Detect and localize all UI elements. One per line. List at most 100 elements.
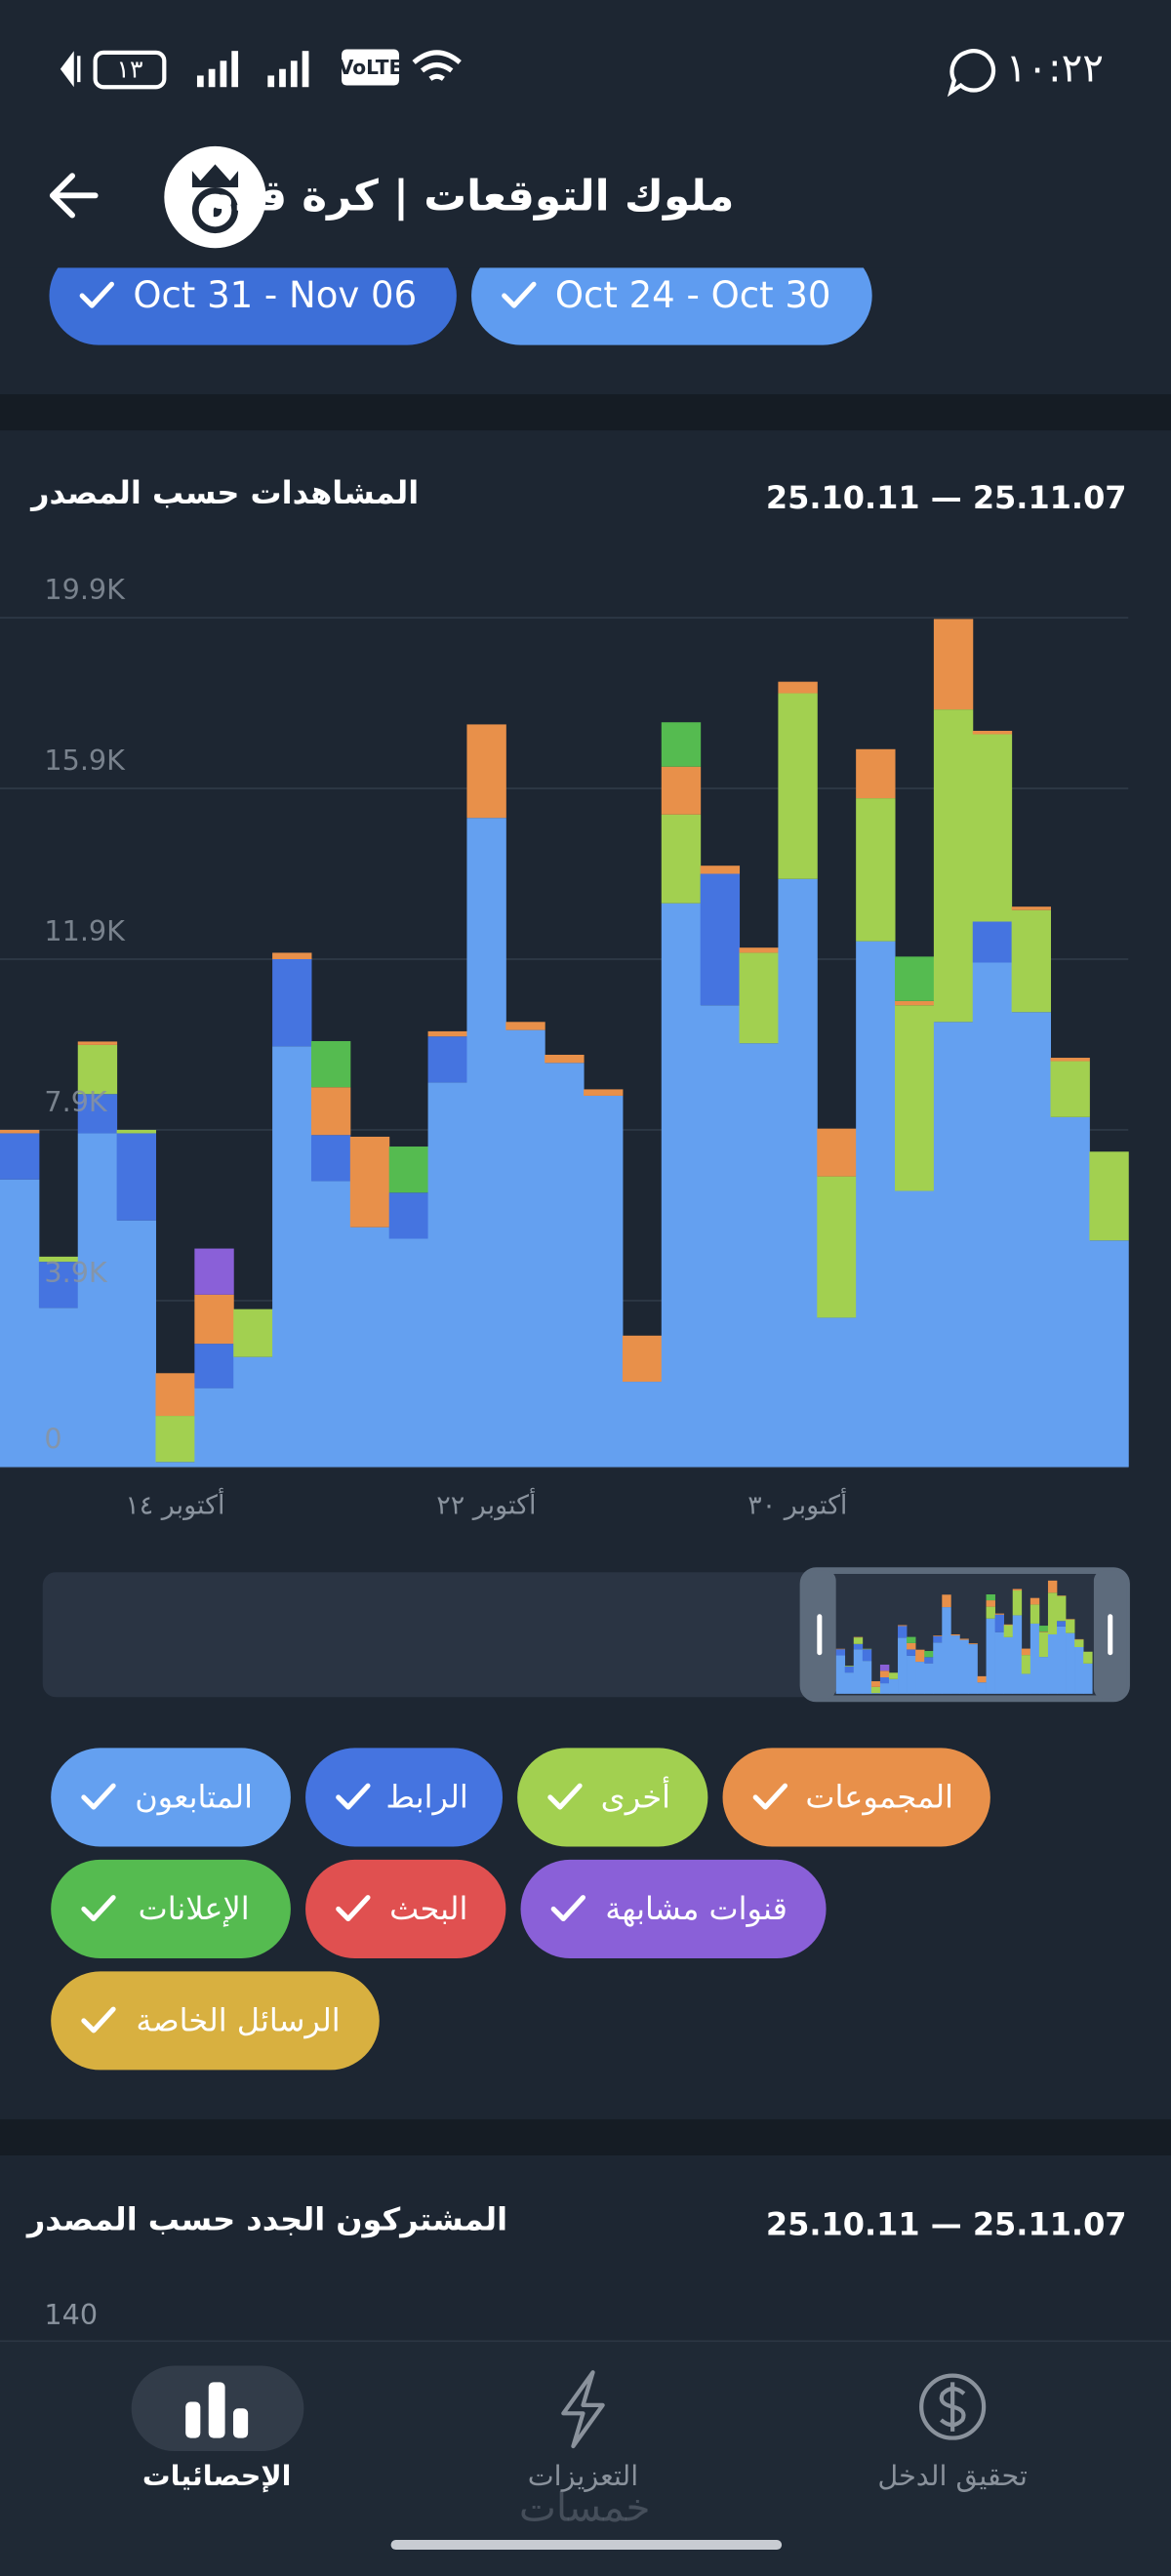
legend-chip[interactable] — [51, 1859, 291, 1958]
bar-segment — [661, 766, 702, 815]
back-button[interactable] — [49, 173, 99, 219]
bar-segment — [739, 1043, 779, 1468]
channel-avatar[interactable] — [164, 145, 266, 249]
date-chip[interactable] — [471, 246, 872, 345]
overview-segment — [1038, 1631, 1049, 1632]
overview-segment — [1021, 1673, 1031, 1694]
overview-segment — [898, 1637, 908, 1694]
bar-segment — [933, 709, 974, 1023]
overview-segment — [994, 1631, 1005, 1694]
bar-segment — [0, 1179, 40, 1468]
bar-segment — [38, 1262, 79, 1308]
overview-segment — [915, 1662, 925, 1694]
overview-slider[interactable] — [42, 1567, 1130, 1703]
y-tick-label: 7.9K — [44, 1085, 107, 1118]
bar-segment — [1011, 1012, 1052, 1468]
nav-icon — [208, 2382, 225, 2438]
overview-segment — [907, 1636, 916, 1643]
overview-segment — [1012, 1590, 1023, 1616]
overview-segment — [924, 1663, 934, 1694]
overview-segment — [1083, 1663, 1093, 1694]
overview-segment — [924, 1657, 934, 1664]
bar-segment — [700, 865, 741, 874]
bar-segment — [194, 1294, 234, 1345]
bar-segment — [272, 1046, 312, 1468]
bar-segment — [856, 798, 896, 942]
watermark: خمسات — [519, 2484, 651, 2531]
bar-segment — [427, 1036, 467, 1083]
legend-chip[interactable] — [517, 1748, 708, 1847]
overview-segment — [968, 1644, 978, 1694]
bar-segment — [38, 1256, 79, 1263]
bar-segment — [739, 952, 779, 1044]
overview-segment — [986, 1593, 995, 1601]
legend-chip[interactable] — [51, 1971, 380, 2071]
check-icon — [81, 1895, 116, 1922]
bar-segment — [933, 1022, 974, 1468]
overview-segment — [950, 1633, 960, 1636]
overview-segment — [986, 1606, 995, 1619]
bar-segment — [155, 1373, 195, 1417]
nav-label[interactable]: تحقيق الدخل — [877, 2459, 1028, 2492]
overview-segment — [853, 1637, 864, 1644]
nav-label[interactable]: الإحصائيات — [142, 2459, 292, 2492]
nav-icon — [561, 2370, 605, 2449]
separator — [0, 2118, 1171, 2155]
bar-segment — [1050, 1058, 1090, 1062]
bar-segment — [1011, 906, 1052, 910]
bar-segment — [466, 724, 506, 819]
overview-segment — [1047, 1633, 1058, 1694]
check-icon — [336, 1895, 371, 1922]
check-icon — [502, 281, 537, 308]
bar-segment — [700, 873, 741, 1006]
nav-label[interactable]: التعزيزات — [528, 2459, 638, 2492]
date-chip[interactable] — [49, 246, 457, 345]
bar-segment — [622, 1382, 663, 1468]
legend-chip[interactable] — [722, 1748, 990, 1847]
bar-segment — [427, 1030, 467, 1037]
overview-segment — [844, 1672, 855, 1694]
wifi-icon — [412, 50, 462, 81]
bar-segment — [77, 1044, 118, 1095]
bar-segment — [933, 619, 974, 710]
overview-segment — [907, 1642, 916, 1650]
bar-segment — [155, 1462, 195, 1468]
overview-segment — [1003, 1624, 1014, 1626]
overview-segment — [879, 1670, 890, 1677]
date-chip-label: Oct 31 - Nov 06 — [133, 274, 417, 316]
date-range: 25.10.11 — 25.11.07 — [766, 479, 1127, 516]
overview-segment — [879, 1664, 890, 1671]
whatsapp-icon — [947, 49, 996, 98]
bar-segment — [972, 921, 1013, 963]
overview-segment — [1074, 1646, 1084, 1694]
nav-icon — [185, 2401, 201, 2438]
check-icon — [81, 2006, 116, 2033]
nav-icon — [919, 2373, 987, 2440]
bar-segment — [155, 1416, 195, 1463]
overview-segment — [942, 1607, 951, 1694]
bar-segment — [1050, 1061, 1090, 1117]
legend-label: المجموعات — [805, 1779, 953, 1816]
bar-segment — [272, 958, 312, 1047]
legend-chip[interactable] — [305, 1859, 506, 1958]
legend-label: الإعلانات — [139, 1890, 250, 1927]
bar-segment — [116, 1129, 156, 1134]
legend-chip[interactable] — [520, 1859, 827, 1958]
bar-segment — [310, 1135, 351, 1182]
overview-segment — [1074, 1639, 1084, 1647]
bar-segment — [194, 1388, 234, 1468]
overview-segment — [907, 1649, 916, 1656]
legend-chip[interactable] — [51, 1748, 291, 1847]
overview-segment — [1030, 1623, 1040, 1694]
legend-chip[interactable] — [305, 1748, 504, 1847]
legend-label: المتابعون — [135, 1779, 253, 1816]
check-icon — [336, 1783, 371, 1810]
overview-segment — [844, 1666, 855, 1673]
y-tick-label: 19.9K — [44, 573, 126, 606]
overview-segment — [853, 1649, 864, 1694]
overview-segment — [977, 1675, 987, 1683]
bar-segment — [388, 1238, 429, 1468]
overview-segment — [1066, 1619, 1075, 1633]
overview-segment — [1030, 1597, 1040, 1605]
